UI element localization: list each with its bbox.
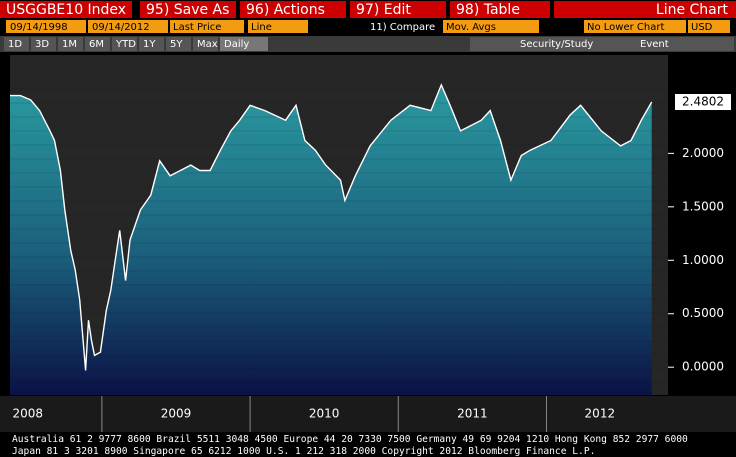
period-label[interactable]: YTD [115,39,136,50]
security-title: USGGBE10 Index [6,2,126,18]
currency[interactable]: USD [691,22,713,33]
security-study[interactable]: Security/Study [520,39,593,50]
table-button[interactable] [450,1,550,18]
period-label[interactable]: 5Y [170,39,183,50]
event[interactable]: Event [640,39,669,50]
period-button[interactable] [193,37,218,51]
field-select[interactable] [170,20,244,33]
area [10,84,652,396]
period-button[interactable] [220,37,268,51]
compare[interactable]: 11) Compare [370,22,435,33]
period-label[interactable]: Max [197,39,218,50]
mov-avgs[interactable]: Mov. Avgs [446,22,496,33]
last-value: 2.4802 [682,95,724,109]
lower-chart[interactable]: No Lower Chart [587,22,664,33]
x-tick-label: 2012 [585,407,616,421]
style-select[interactable] [248,20,308,33]
period-label[interactable]: Daily [224,39,249,50]
period-button[interactable] [166,37,191,51]
last-value-box [675,94,731,111]
period-label[interactable]: 3D [35,39,49,50]
y-tick-label: 1.5000 [682,199,724,213]
period-label[interactable]: 1M [62,39,77,50]
x-tick-label: 2011 [457,407,488,421]
period-label[interactable]: 1D [8,39,22,50]
actions-button[interactable] [240,1,346,18]
period-button[interactable] [31,37,56,51]
end-date-field[interactable] [88,20,168,33]
edit[interactable]: 97) Edit [356,2,411,18]
edit-button[interactable] [350,1,446,18]
currency-select[interactable] [688,20,730,33]
x-tick-label: 2009 [161,407,192,421]
y-tick-label: 1.0000 [682,253,724,267]
chart-kind-box [554,1,736,18]
footer-line: Australia 61 2 9777 8600 Brazil 5511 304… [12,434,688,445]
period-button[interactable] [4,37,29,51]
period-label[interactable]: 1Y [143,39,156,50]
start-date-field[interactable] [6,20,86,33]
period-button[interactable] [112,37,137,51]
chart-kind: Line Chart [656,2,729,18]
x-tick-label: 2010 [309,407,340,421]
lower-chart-select[interactable] [584,20,686,33]
end-date[interactable]: 09/14/2012 [92,22,150,33]
x-tick-label: 2008 [13,407,44,421]
period-label[interactable]: 6M [89,39,104,50]
start-date[interactable]: 09/14/1998 [10,22,68,33]
style[interactable]: Line [251,22,272,33]
table[interactable]: 98) Table [456,2,520,18]
mov-avgs-select[interactable] [443,20,539,33]
x-axis-band [0,396,736,432]
title-box [0,1,132,18]
field[interactable]: Last Price [173,22,221,33]
save-as[interactable]: 95) Save As [146,2,229,18]
actions[interactable]: 96) Actions [246,2,325,18]
save-as-button[interactable] [140,1,236,18]
y-tick-label: 0.0000 [682,360,724,374]
y-tick-label: 2.0000 [682,146,724,160]
footer-line: Japan 81 3 3201 8900 Singapore 65 6212 1… [12,446,595,457]
y-tick-label: 0.5000 [682,306,724,320]
period-button[interactable] [58,37,83,51]
tools-bar [470,37,734,51]
period-button[interactable] [85,37,110,51]
period-button[interactable] [139,37,164,51]
line [10,83,653,371]
